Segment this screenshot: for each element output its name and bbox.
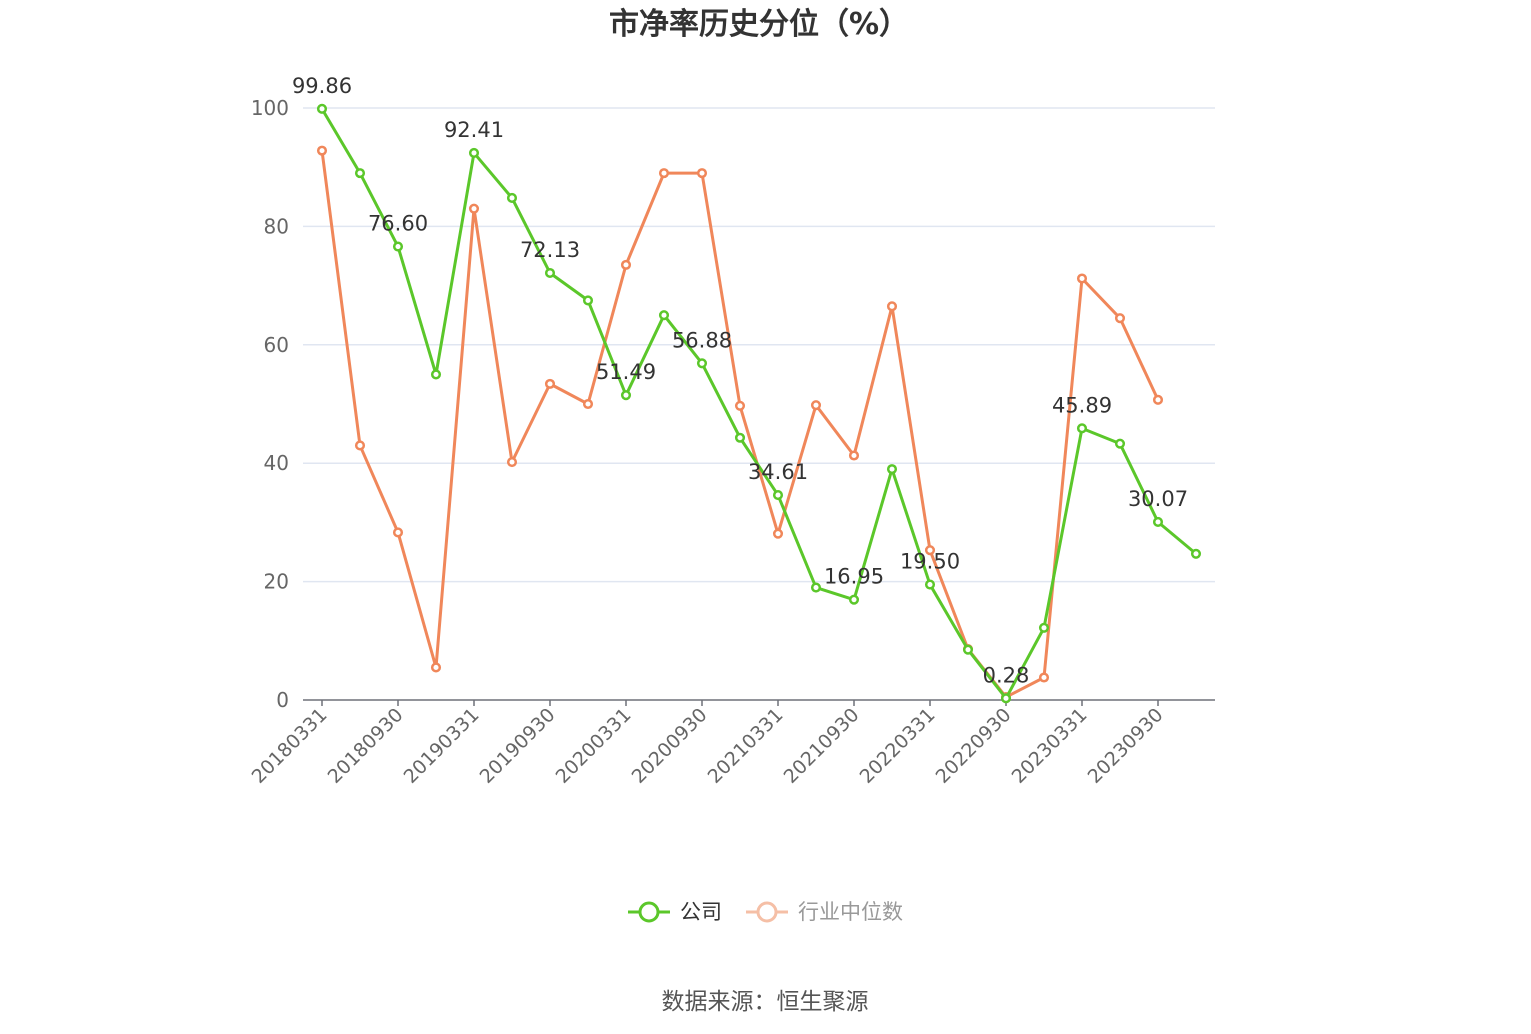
x-tick-label: 20220930 [932, 704, 1016, 788]
legend-item-company[interactable]: 公司 [628, 900, 722, 924]
legend-industry-marker [756, 901, 778, 923]
company-point[interactable] [354, 168, 366, 179]
company-point[interactable] [506, 192, 518, 204]
legend: 公司 行业中位数 [628, 900, 903, 924]
industry-median-point[interactable] [468, 203, 480, 214]
industry-median-point[interactable] [886, 301, 898, 312]
industry-median-point[interactable] [810, 400, 822, 411]
company-point[interactable] [696, 358, 708, 369]
data-label: 99.86 [292, 74, 352, 98]
company-point[interactable] [810, 582, 822, 593]
chart-title: 市净率历史分位（%） [609, 7, 909, 42]
industry-median-point[interactable] [316, 145, 328, 156]
company-point[interactable] [658, 310, 670, 321]
industry-median-point[interactable] [734, 400, 746, 411]
x-tick-label: 20190930 [476, 704, 560, 788]
industry-median-point[interactable] [1076, 273, 1088, 284]
company-point[interactable] [582, 295, 594, 306]
company-point[interactable] [1000, 693, 1012, 704]
company-point[interactable] [962, 644, 974, 655]
data-label: 51.49 [596, 360, 656, 384]
company-point[interactable] [1152, 516, 1164, 528]
industry-median-point[interactable] [848, 450, 860, 461]
industry-median-point[interactable] [658, 168, 670, 179]
series-industry-median [316, 145, 1164, 703]
x-tick-label: 20230331 [1008, 704, 1092, 788]
x-tick-label: 20200930 [628, 704, 712, 788]
x-tick-label: 20210930 [780, 704, 864, 788]
data-label: 76.60 [368, 212, 428, 236]
industry-median-point[interactable] [1152, 394, 1164, 405]
data-label: 92.41 [444, 118, 504, 142]
x-tick-label: 20210331 [704, 704, 788, 788]
legend-company-label: 公司 [680, 900, 722, 924]
x-tick-label: 20220331 [856, 704, 940, 788]
industry-median-point[interactable] [506, 456, 518, 468]
x-tick-label: 20180331 [248, 704, 332, 788]
y-tick-label: 60 [264, 333, 289, 357]
y-tick-label: 0 [276, 688, 289, 712]
y-tick-label: 40 [264, 451, 289, 475]
industry-median-point[interactable] [582, 398, 594, 410]
legend-industry-label: 行业中位数 [798, 900, 903, 924]
industry-median-point[interactable] [430, 662, 442, 673]
industry-median-line [320, 150, 1160, 699]
x-tick-label: 20180930 [324, 704, 408, 788]
company-point[interactable] [1190, 548, 1202, 559]
data-source: 数据来源：恒生聚源 [662, 989, 869, 1015]
data-label: 45.89 [1052, 393, 1112, 417]
company-point[interactable] [924, 579, 936, 590]
data-labels: 99.86 76.60 92.41 72.13 51.49 56.88 34.61 16.95… [292, 74, 1188, 688]
company-point[interactable] [544, 267, 556, 279]
company-point[interactable] [468, 147, 480, 158]
x-axis-ticks: 2018033120180930201903312019093020200331… [248, 700, 1168, 788]
company-point[interactable] [848, 594, 860, 605]
company-point[interactable] [886, 464, 898, 475]
company-point[interactable] [316, 103, 328, 114]
x-tick-label: 20200331 [552, 704, 636, 788]
company-point[interactable] [1038, 622, 1050, 633]
company-point[interactable] [1114, 438, 1126, 449]
x-tick-label: 20230930 [1084, 704, 1168, 788]
legend-item-industry[interactable]: 行业中位数 [746, 900, 903, 924]
industry-median-point[interactable] [772, 528, 784, 539]
data-label: 56.88 [672, 328, 732, 352]
industry-median-point[interactable] [392, 527, 404, 538]
industry-median-point[interactable] [1038, 672, 1050, 683]
company-point[interactable] [620, 390, 632, 401]
y-tick-label: 80 [264, 214, 289, 238]
company-point[interactable] [734, 432, 746, 443]
x-tick-label: 20190331 [400, 704, 484, 788]
industry-median-point[interactable] [620, 259, 632, 270]
industry-median-point[interactable] [696, 168, 708, 179]
company-point[interactable] [1076, 423, 1088, 434]
industry-median-point[interactable] [924, 545, 936, 556]
y-tick-label: 20 [264, 570, 289, 594]
company-point[interactable] [772, 490, 784, 501]
y-tick-label: 100 [251, 96, 289, 120]
industry-median-point[interactable] [1114, 313, 1126, 324]
data-label: 19.50 [900, 550, 960, 574]
y-axis-ticks: 0 20 40 60 80 100 [251, 96, 289, 712]
data-label: 34.61 [748, 460, 808, 484]
industry-median-point[interactable] [544, 378, 556, 389]
data-label: 16.95 [824, 565, 884, 589]
data-label: 72.13 [520, 238, 580, 262]
legend-company-marker [638, 901, 660, 923]
series-company [316, 103, 1202, 704]
company-point[interactable] [392, 241, 404, 252]
company-line [320, 108, 1197, 700]
industry-median-point[interactable] [354, 440, 366, 451]
data-label: 0.28 [983, 663, 1030, 687]
company-point[interactable] [430, 369, 442, 380]
data-label: 30.07 [1128, 487, 1188, 511]
